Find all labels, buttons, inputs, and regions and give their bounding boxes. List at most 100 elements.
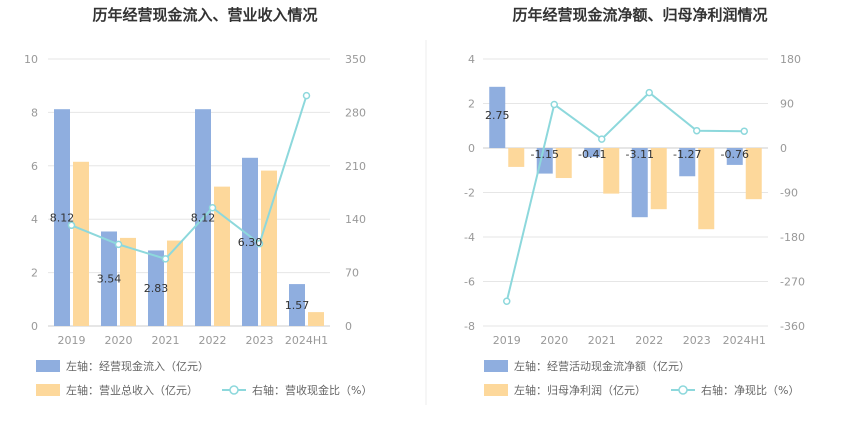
chart1-bar-primary xyxy=(54,109,70,326)
chart2-left-tick: -8 xyxy=(464,320,475,333)
chart2-bar-primary xyxy=(726,148,743,165)
chart1-bar-primary xyxy=(289,284,305,326)
chart2-bar-secondary xyxy=(650,148,667,210)
chart1-right-tick: 280 xyxy=(345,106,366,119)
chart2-line-point xyxy=(645,88,653,97)
chart1-category-label: 2024H1 xyxy=(285,334,328,347)
chart1-category-label: 2020 xyxy=(105,334,133,347)
chart2-line-series xyxy=(505,91,745,302)
chart1-left-tick: 4 xyxy=(31,213,38,226)
chart2-data-label: 2.75 xyxy=(485,109,510,122)
chart1-line-point xyxy=(114,240,123,249)
chart2-data-label: -1.27 xyxy=(673,148,701,161)
chart1-bar-secondary xyxy=(120,237,136,326)
chart2-bar-secondary xyxy=(603,148,620,194)
chart2-line-point xyxy=(740,127,748,135)
chart2-left-tick: 0 xyxy=(468,142,475,155)
chart2-bar-primary xyxy=(631,148,648,218)
chart2-right-tick: 90 xyxy=(780,98,794,111)
chart1-bar-secondary xyxy=(308,312,324,326)
chart1-data-label: 2.83 xyxy=(144,282,169,295)
chart1-bar-secondary xyxy=(73,161,89,326)
chart1-bar-primary xyxy=(148,250,164,326)
chart2-right-tick: -90 xyxy=(780,187,798,200)
chart1-legend-swatch xyxy=(36,360,60,372)
chart2-left-tick: 4 xyxy=(468,53,475,66)
chart1-line-point xyxy=(208,204,217,212)
chart1-category-label: 2023 xyxy=(246,334,274,347)
chart1-left-tick: 8 xyxy=(31,106,38,119)
chart2-legend-label: 左轴：归母净利润（亿元） xyxy=(514,383,646,397)
chart2-left-tick: -6 xyxy=(464,276,475,289)
chart2-legend-label: 右轴：净现比（%） xyxy=(701,383,799,397)
chart1-line-point xyxy=(255,239,264,248)
chart1-bar-primary xyxy=(242,157,258,326)
chart1-line-point xyxy=(302,91,311,100)
chart2-legend-label: 左轴：经营活动现金流净额（亿元） xyxy=(514,359,690,373)
chart2-line-point xyxy=(693,126,701,135)
chart2-bar-secondary xyxy=(555,148,572,179)
chart2-bar-primary xyxy=(489,86,506,148)
chart1-left-tick: 6 xyxy=(31,160,38,173)
chart1-data-label: 8.12 xyxy=(50,212,75,225)
chart2-bar-secondary xyxy=(698,148,715,230)
chart2-legend-marker xyxy=(678,385,688,395)
chart2-data-label: -0.41 xyxy=(578,148,606,161)
chart2-bar-primary xyxy=(584,148,601,158)
chart1-right-tick: 350 xyxy=(345,53,366,66)
chart1-bar-secondary xyxy=(261,170,277,326)
chart2-right-tick: 0 xyxy=(780,142,787,155)
chart1-data-label: 1.57 xyxy=(285,299,310,312)
chart1-data-label: 3.54 xyxy=(97,273,122,286)
chart1-right-tick: 70 xyxy=(345,267,359,280)
chart1-right-tick: 210 xyxy=(345,160,366,173)
chart2-bar-primary xyxy=(536,148,553,174)
chart2-category-label: 2021 xyxy=(588,334,616,347)
chart2-line-point xyxy=(503,297,511,306)
chart2-category-label: 2019 xyxy=(493,334,521,347)
chart2-category-label: 2024H1 xyxy=(723,334,766,347)
chart1-right-tick: 140 xyxy=(345,213,366,226)
chart2-bar-secondary xyxy=(745,148,762,200)
chart2-right-tick: -270 xyxy=(780,276,805,289)
chart2-left-tick: 2 xyxy=(468,98,475,111)
chart1-bar-secondary xyxy=(167,240,183,326)
chart1-line-point xyxy=(161,255,170,263)
chart1-legend-swatch xyxy=(36,384,60,396)
chart2-right-tick: -180 xyxy=(780,231,805,244)
chart2-line-point xyxy=(598,135,606,143)
chart2-right-tick: 180 xyxy=(780,53,801,66)
chart2-title: 历年经营现金流净额、归母净利润情况 xyxy=(512,6,767,24)
chart1-category-label: 2019 xyxy=(58,334,86,347)
chart1-data-label: 8.12 xyxy=(191,212,216,225)
chart2-data-label: -1.15 xyxy=(531,148,559,161)
chart2-data-label: -3.11 xyxy=(626,148,654,161)
chart2-left-tick: -4 xyxy=(464,231,475,244)
chart2-line-point xyxy=(550,100,558,109)
chart1-legend-label: 左轴：营业总收入（亿元） xyxy=(66,383,198,397)
chart1-line-series xyxy=(71,95,308,261)
chart1-bar-secondary xyxy=(214,186,230,326)
chart2-category-label: 2023 xyxy=(683,334,711,347)
chart1-left-tick: 0 xyxy=(31,320,38,333)
chart2-legend-swatch xyxy=(484,360,508,372)
chart1-legend-marker xyxy=(229,385,239,395)
chart1-right-tick: 0 xyxy=(345,320,352,333)
chart1-legend-label: 右轴：营收现金比（%） xyxy=(252,383,372,397)
chart1-title: 历年经营现金流入、营业收入情况 xyxy=(92,6,317,24)
chart1-line-point xyxy=(67,221,76,230)
chart1-category-label: 2021 xyxy=(152,334,180,347)
chart2-legend-swatch xyxy=(484,384,508,396)
chart2-data-label: -0.76 xyxy=(721,148,749,161)
chart1-left-tick: 10 xyxy=(24,53,38,66)
chart1-bar-primary xyxy=(101,231,117,326)
chart2-right-tick: -360 xyxy=(780,320,805,333)
chart2-category-label: 2022 xyxy=(635,334,663,347)
chart1-left-tick: 2 xyxy=(31,267,38,280)
chart2-left-tick: -2 xyxy=(464,187,475,200)
chart1-data-label: 6.30 xyxy=(238,236,263,249)
chart1-category-label: 2022 xyxy=(199,334,227,347)
chart2-bar-secondary xyxy=(508,148,525,167)
